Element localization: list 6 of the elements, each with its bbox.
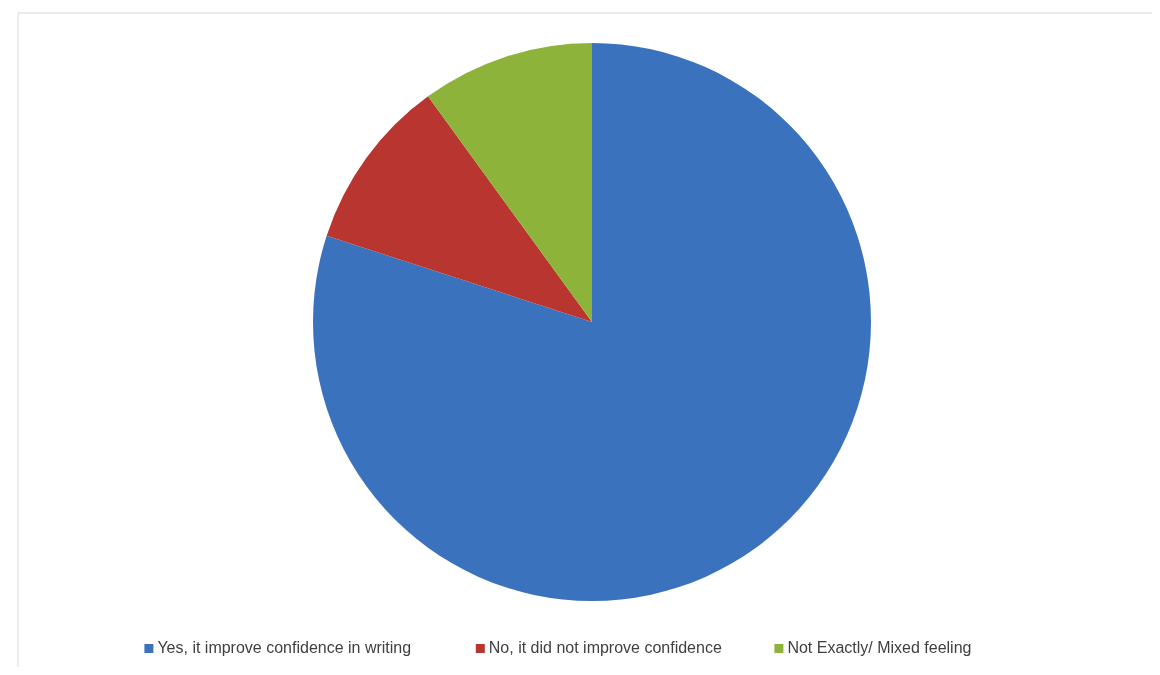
pie-slice: [313, 43, 871, 601]
pie-slice: [326, 96, 592, 322]
legend-label: Not Exactly/ Mixed feeling: [787, 639, 972, 656]
legend-label: No, it did not improve confidence: [488, 639, 722, 656]
pie-slice: [428, 43, 592, 322]
legend-label: Yes, it improve confidence in writing: [157, 639, 412, 656]
